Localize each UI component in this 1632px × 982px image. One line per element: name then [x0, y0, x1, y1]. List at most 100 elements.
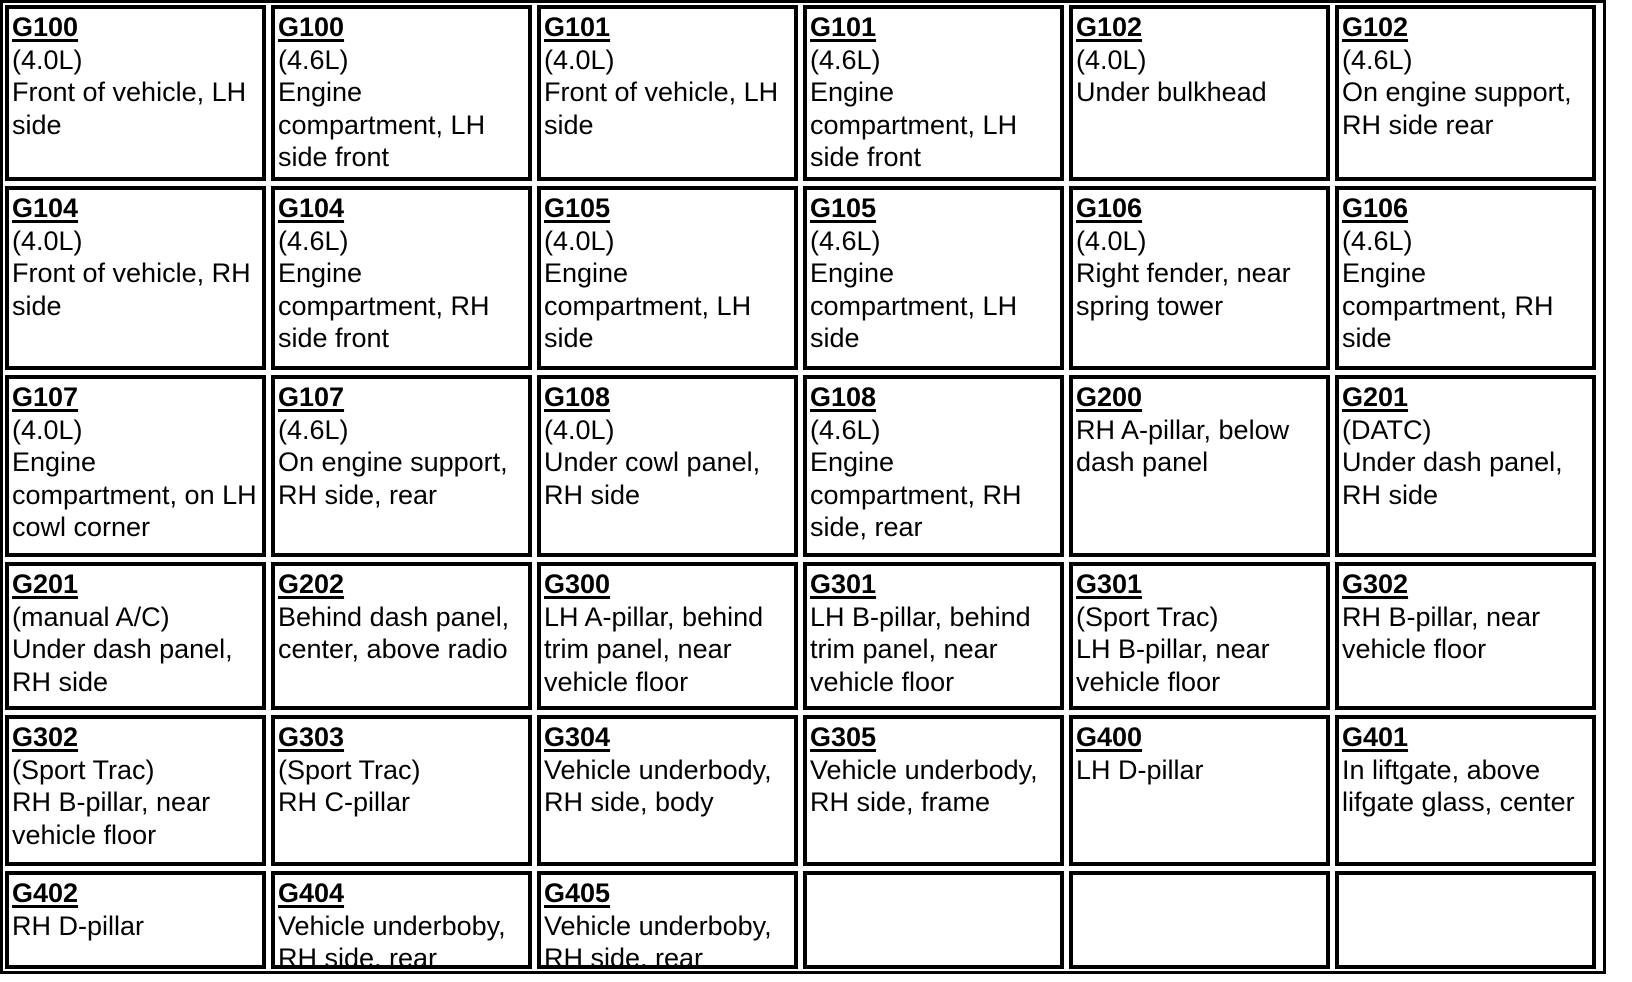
location-text: RH B-pillar, near vehicle floor — [1342, 601, 1548, 665]
ground-cell: G202 Behind dash panel, center, above rad… — [271, 562, 532, 710]
location-text: Under bulkhead — [1076, 77, 1267, 107]
location-text: RH D-pillar — [12, 910, 145, 941]
location-text: Front of vehicle, LH side — [544, 77, 786, 140]
ground-cell: G404 Vehicle underboby, RH side, rear — [271, 871, 532, 969]
ground-cell: G302 RH B-pillar, near vehicle floor — [1335, 562, 1596, 710]
ground-cell: G106 (4.6L) Engine compartment, RH side — [1335, 186, 1596, 370]
location-text: Under cowl panel, RH side — [544, 447, 768, 510]
location-text: Engine compartment, RH side front — [278, 258, 498, 353]
location-text: Vehicle underboby, RH side, rear — [278, 910, 514, 969]
location-text: Right fender, near spring tower — [1076, 258, 1299, 321]
location-text: (Sport Trac) — [12, 754, 155, 785]
location-text: (4.0L) — [1076, 44, 1147, 75]
ground-cell: G107 (4.6L) On engine support, RH side, re… — [271, 375, 532, 557]
ground-code: G106 — [1076, 193, 1143, 223]
location-text: Vehicle underbody, RH side, frame — [810, 754, 1046, 818]
ground-cell: G101 (4.0L) Front of vehicle, LH side — [537, 5, 798, 181]
ground-code: G301 — [1076, 569, 1143, 599]
ground-cell: G102 (4.6L) On engine support, RH side rea… — [1335, 5, 1596, 181]
ground-code: G101 — [544, 12, 611, 42]
location-text: (4.6L) — [278, 225, 349, 256]
ground-cell: G303 (Sport Trac) RH C-pillar — [271, 715, 532, 866]
location-text: (4.0L) — [12, 44, 83, 75]
ground-code: G304 — [544, 722, 611, 752]
location-text: (manual A/C) — [12, 601, 170, 632]
location-text: (4.0L) — [12, 414, 83, 445]
location-text: (4.6L) — [810, 414, 881, 445]
location-text: Engine compartment, LH side front — [278, 77, 493, 172]
ground-cell: G304 Vehicle underbody, RH side, body — [537, 715, 798, 866]
ground-cell: G102 (4.0L) Under bulkhead — [1069, 5, 1330, 181]
location-text: (4.6L) — [810, 225, 881, 256]
empty-cell — [803, 871, 1064, 969]
ground-code: G200 — [1076, 382, 1143, 412]
location-text: Engine compartment, LH side front — [810, 77, 1025, 172]
location-text: (4.0L) — [544, 225, 615, 256]
ground-cell: G300 LH A-pillar, behind trim panel, near… — [537, 562, 798, 710]
ground-code: G202 — [278, 569, 345, 599]
ground-cell: G201 (DATC) Under dash panel, RH side — [1335, 375, 1596, 557]
ground-code: G104 — [278, 193, 345, 223]
ground-cell: G105 (4.6L) Engine compartment, LH side — [803, 186, 1064, 370]
ground-cell: G200 RH A-pillar, below dash panel — [1069, 375, 1330, 557]
ground-code: G303 — [278, 722, 345, 752]
location-text: Engine compartment, on LH cowl corner — [12, 447, 265, 542]
location-text: On engine support, RH side, rear — [278, 447, 516, 510]
empty-cell — [1335, 871, 1596, 969]
ground-code: G404 — [278, 878, 345, 908]
ground-cell: G106 (4.0L) Right fender, near spring towe… — [1069, 186, 1330, 370]
location-text: Front of vehicle, LH side — [12, 77, 254, 140]
ground-cell: G100 (4.6L) Engine compartment, LH side fr… — [271, 5, 532, 181]
location-text: Vehicle underbody, RH side, body — [544, 754, 780, 818]
ground-code: G102 — [1342, 12, 1409, 42]
ground-code: G100 — [12, 12, 79, 42]
ground-code: G400 — [1076, 722, 1143, 752]
empty-cell — [1069, 871, 1330, 969]
ground-code: G104 — [12, 193, 79, 223]
ground-cell: G104 (4.0L) Front of vehicle, RH side — [5, 186, 266, 370]
ground-cell: G201 (manual A/C) Under dash panel, RH sid… — [5, 562, 266, 710]
location-text: LH B-pillar, near vehicle floor — [1076, 634, 1278, 697]
location-text: Under dash panel, RH side — [1342, 447, 1571, 510]
ground-cell: G305 Vehicle underbody, RH side, frame — [803, 715, 1064, 866]
ground-cell: G108 (4.0L) Under cowl panel, RH side — [537, 375, 798, 557]
location-text: (4.6L) — [278, 414, 349, 445]
ground-cell: G101 (4.6L) Engine compartment, LH side fr… — [803, 5, 1064, 181]
ground-cell: G104 (4.6L) Engine compartment, RH side fr… — [271, 186, 532, 370]
location-text: Engine compartment, LH side — [810, 258, 1025, 353]
location-text: Under dash panel, RH side — [12, 634, 241, 697]
location-text: LH B-pillar, behind trim panel, near veh… — [810, 601, 1039, 697]
ground-code: G305 — [810, 722, 877, 752]
ground-code: G100 — [278, 12, 345, 42]
ground-code: G107 — [278, 382, 345, 412]
ground-code: G402 — [12, 878, 79, 908]
ground-cell: G105 (4.0L) Engine compartment, LH side — [537, 186, 798, 370]
ground-code: G108 — [544, 382, 611, 412]
ground-cell: G301 LH B-pillar, behind trim panel, near… — [803, 562, 1064, 710]
location-text: (DATC) — [1342, 414, 1432, 445]
location-text: (4.0L) — [12, 225, 83, 256]
ground-code: G106 — [1342, 193, 1409, 223]
ground-cell: G108 (4.6L) Engine compartment, RH side, r… — [803, 375, 1064, 557]
location-text: (4.6L) — [810, 44, 881, 75]
location-text: Front of vehicle, RH side — [12, 258, 259, 321]
location-text: On engine support, RH side rear — [1342, 77, 1580, 140]
location-text: (4.0L) — [544, 44, 615, 75]
ground-code: G102 — [1076, 12, 1143, 42]
ground-cell: G401 In liftgate, above lifgate glass, ce… — [1335, 715, 1596, 866]
location-text: (Sport Trac) — [278, 754, 421, 785]
ground-cell: G100 (4.0L) Front of vehicle, LH side — [5, 5, 266, 181]
ground-cell: G301 (Sport Trac) LH B-pillar, near vehicl… — [1069, 562, 1330, 710]
location-text: Behind dash panel, center, above radio — [278, 601, 517, 665]
location-text: (4.0L) — [544, 414, 615, 445]
ground-code: G401 — [1342, 722, 1409, 752]
location-text: LH D-pillar — [1076, 754, 1204, 785]
ground-code: G405 — [544, 878, 611, 908]
ground-code: G301 — [810, 569, 877, 599]
location-text: Engine compartment, RH side — [1342, 258, 1562, 353]
ground-cell: G302 (Sport Trac) RH B-pillar, near vehicl… — [5, 715, 266, 866]
ground-code: G105 — [810, 193, 877, 223]
location-text: (4.6L) — [1342, 44, 1413, 75]
ground-code: G105 — [544, 193, 611, 223]
ground-locations-table: G100 (4.0L) Front of vehicle, LH side G100(… — [0, 0, 1606, 974]
